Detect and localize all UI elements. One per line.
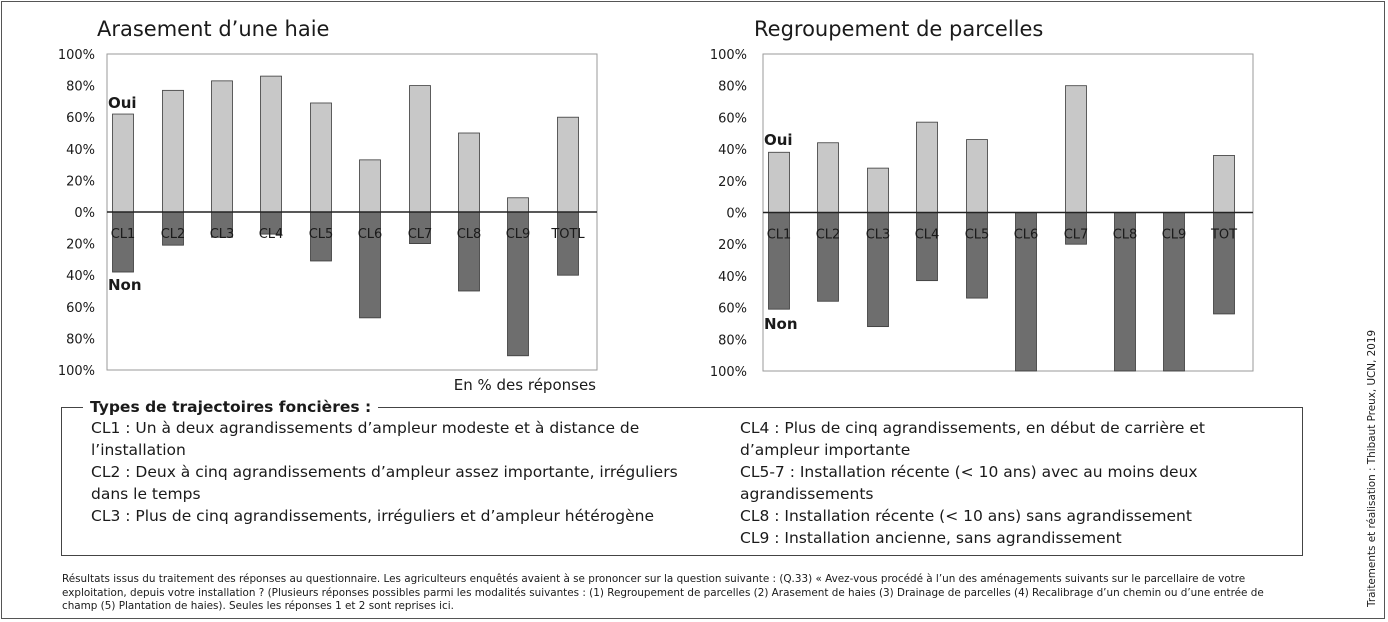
bar-non-cl8 bbox=[458, 211, 480, 292]
chart-regroupement: Regroupement de parcelles 100% 80% 60% 40% 20… bbox=[710, 17, 1254, 380]
category-label: CL3 bbox=[866, 228, 891, 243]
y-tick-label: 40% bbox=[66, 269, 95, 284]
y-tick-label: 40% bbox=[718, 270, 747, 285]
bar-oui-cl1 bbox=[112, 113, 134, 213]
bar-oui-cl2 bbox=[162, 89, 184, 213]
category-label: TOTL bbox=[550, 227, 585, 242]
bar-non-cl5 bbox=[966, 212, 988, 299]
y-tick-label: 80% bbox=[66, 80, 95, 95]
y-tick-label: 20% bbox=[718, 238, 747, 253]
bar-non-cl4 bbox=[916, 212, 938, 282]
legend-left-column: CL1 : Un à deux agrandissements d’ampleu… bbox=[91, 417, 701, 527]
bar-oui-cl9 bbox=[507, 197, 529, 213]
series-label-oui: Oui bbox=[764, 131, 793, 149]
category-label: TOT bbox=[1210, 228, 1237, 243]
bar-non-cl1 bbox=[112, 211, 134, 273]
bar-oui-cl5 bbox=[966, 139, 988, 213]
chart-arasement: Arasement d’une haie100%80%60%40%20%0%20… bbox=[58, 17, 598, 394]
y-tick-label: 40% bbox=[66, 143, 95, 158]
category-label: CL3 bbox=[210, 227, 235, 242]
charts-canvas: Arasement d’une haie100%80%60%40%20%0%20… bbox=[58, 17, 1254, 394]
series-label-non: Non bbox=[108, 276, 142, 294]
legend-item-cl1: CL1 : Un à deux agrandissements d’ampleu… bbox=[91, 419, 640, 459]
category-label: CL5 bbox=[309, 227, 334, 242]
legend-item-cl9: CL9 : Installation ancienne, sans agrand… bbox=[740, 529, 1122, 547]
category-label: CL8 bbox=[457, 227, 482, 242]
legend-box bbox=[61, 407, 1303, 556]
bar-non-cl2 bbox=[817, 212, 839, 302]
legend-item-cl2: CL2 : Deux à cinq agrandissements d’ampl… bbox=[91, 463, 678, 503]
bar-oui-cl2 bbox=[817, 142, 839, 213]
y-tick-label: 0% bbox=[726, 207, 747, 222]
unit-note: En % des réponses bbox=[454, 376, 596, 394]
category-label: CL1 bbox=[111, 227, 136, 242]
category-label: CL6 bbox=[358, 227, 383, 242]
bar-oui-cl6 bbox=[359, 159, 381, 213]
category-label: CL4 bbox=[259, 227, 284, 242]
category-label: CL2 bbox=[161, 227, 186, 242]
category-label: CL2 bbox=[816, 228, 841, 243]
y-tick-label: 40% bbox=[718, 143, 747, 158]
credit-text: Traitements et réalisation : Thibaut Pre… bbox=[1366, 329, 1378, 607]
y-tick-label: 80% bbox=[66, 332, 95, 347]
y-tick-label: 20% bbox=[66, 174, 95, 189]
bar-oui-cl4 bbox=[916, 121, 938, 213]
bar-oui-cl1 bbox=[768, 151, 790, 213]
y-tick-label: 100% bbox=[58, 364, 95, 379]
bar-oui-cl3 bbox=[211, 80, 233, 213]
footnote: Résultats issus du traitement des répons… bbox=[62, 573, 1264, 613]
y-tick-label: 0% bbox=[74, 206, 95, 221]
series-label-oui: Oui bbox=[108, 94, 137, 112]
y-tick-label: 100% bbox=[58, 48, 95, 63]
category-label: CL6 bbox=[1014, 228, 1039, 243]
y-tick-label: 60% bbox=[66, 301, 95, 316]
category-label: CL9 bbox=[1162, 228, 1187, 243]
legend-item-cl3: CL3 : Plus de cinq agrandissements, irré… bbox=[91, 507, 655, 525]
bar-oui-cl7 bbox=[1065, 85, 1087, 213]
legend-right-column: CL4 : Plus de cinq agrandissements, en d… bbox=[740, 417, 1285, 549]
category-label: CL4 bbox=[915, 228, 940, 243]
bar-oui-totl bbox=[557, 116, 579, 213]
y-tick-label: 20% bbox=[718, 175, 747, 190]
y-tick-label: 80% bbox=[718, 80, 747, 95]
category-label: CL9 bbox=[506, 227, 531, 242]
chart-title: Arasement d’une haie bbox=[97, 17, 329, 41]
category-label: CL5 bbox=[965, 228, 990, 243]
category-label: CL8 bbox=[1113, 228, 1138, 243]
bar-oui-cl8 bbox=[458, 132, 480, 213]
bar-oui-tot bbox=[1213, 155, 1235, 213]
y-tick-label: 100% bbox=[710, 365, 747, 380]
y-tick-label: 60% bbox=[718, 302, 747, 317]
legend-item-cl4: CL4 : Plus de cinq agrandissements, en d… bbox=[740, 419, 1205, 459]
legend-title: Types de trajectoires foncières : bbox=[83, 397, 379, 417]
y-tick-label: 100% bbox=[710, 48, 747, 63]
legend-item-cl5-7: CL5-7 : Installation récente (< 10 ans) … bbox=[740, 463, 1198, 503]
y-tick-label: 60% bbox=[66, 111, 95, 126]
bar-oui-cl4 bbox=[260, 75, 282, 213]
series-label-non: Non bbox=[764, 315, 798, 333]
category-label: CL7 bbox=[1064, 228, 1089, 243]
bar-oui-cl3 bbox=[867, 167, 889, 213]
y-tick-label: 60% bbox=[718, 111, 747, 126]
category-label: CL7 bbox=[408, 227, 433, 242]
chart-title: Regroupement de parcelles bbox=[754, 17, 1043, 41]
y-tick-label: 20% bbox=[66, 238, 95, 253]
y-tick-label: 80% bbox=[718, 333, 747, 348]
category-label: CL1 bbox=[767, 228, 792, 243]
legend-item-cl8: CL8 : Installation récente (< 10 ans) sa… bbox=[740, 507, 1192, 525]
bar-oui-cl5 bbox=[310, 102, 332, 213]
bar-non-totl bbox=[557, 211, 579, 276]
bar-oui-cl7 bbox=[409, 85, 431, 213]
